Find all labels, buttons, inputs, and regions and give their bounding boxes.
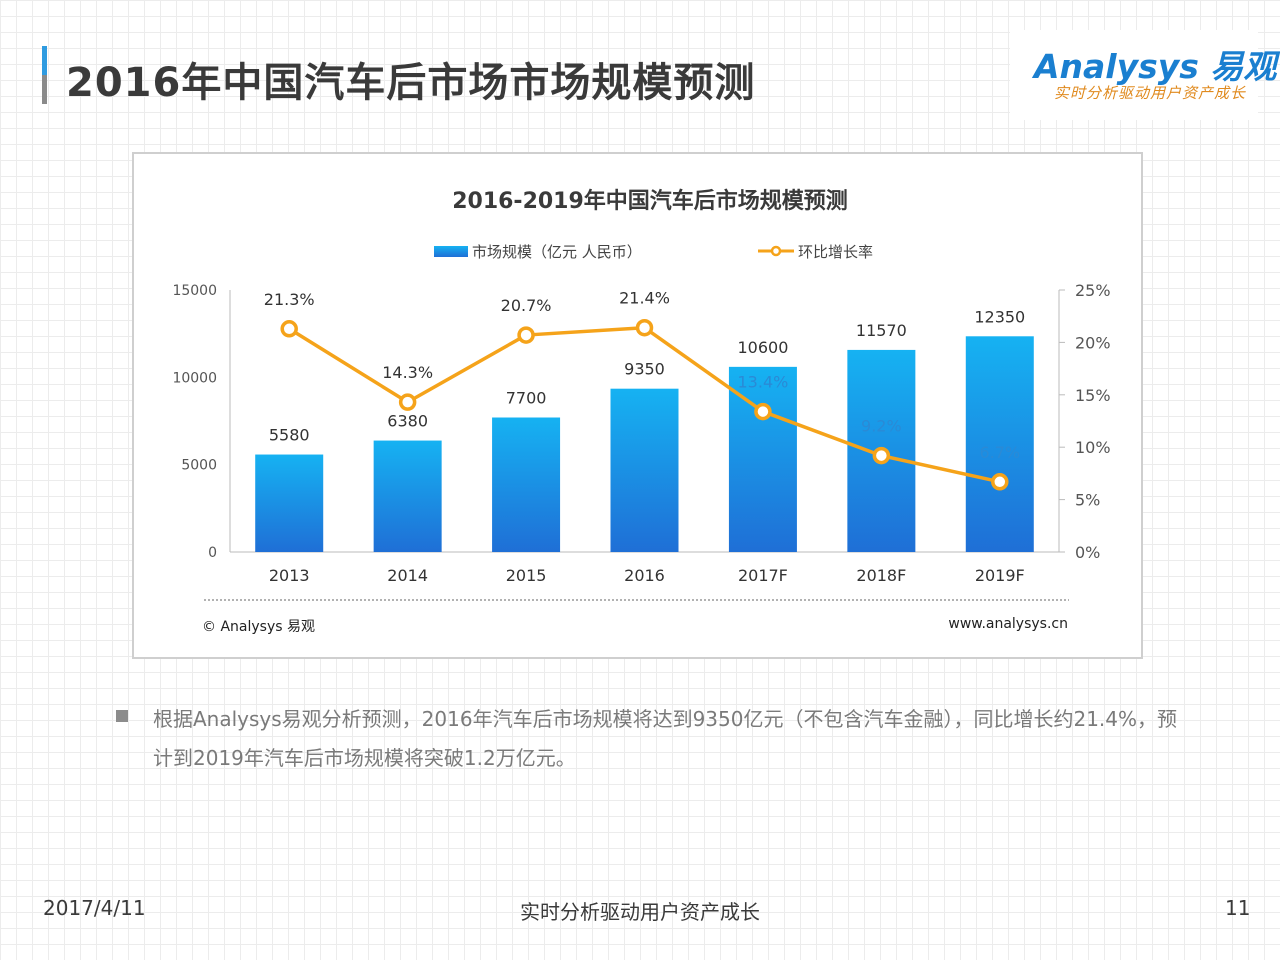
logo-wordmark: Analysys 易观	[1034, 47, 1277, 86]
x-tick-label: 2015	[506, 566, 547, 585]
bar-value-label: 10600	[737, 338, 788, 357]
x-tick-label: 2019F	[975, 566, 1025, 585]
page-title: 2016年中国汽车后市场市场规模预测	[66, 60, 756, 106]
growth-rate-label: 13.4%	[738, 373, 789, 392]
x-tick-label: 2018F	[856, 566, 906, 585]
legend-bar-label: 市场规模（亿元 人民币）	[472, 243, 642, 261]
growth-rate-point	[991, 473, 1009, 491]
y-right-tick-label: 15%	[1075, 386, 1111, 405]
market-size-chart: 2016-2019年中国汽车后市场规模预测 市场规模（亿元 人民币） 环比增长率…	[172, 188, 1110, 635]
x-tick-label: 2017F	[738, 566, 788, 585]
y-right-tick-label: 10%	[1075, 438, 1111, 457]
legend-line-marker	[770, 245, 782, 257]
growth-rate-point	[517, 326, 535, 344]
bar-value-label: 6380	[387, 412, 428, 431]
source-label: © Analysys 易观	[202, 619, 315, 635]
bar	[965, 336, 1034, 552]
growth-rate-label: 14.3%	[382, 363, 433, 382]
bar-value-label: 7700	[506, 389, 547, 408]
y-left-tick-label: 15000	[172, 283, 217, 299]
summary-text: 根据Analysys易观分析预测，2016年汽车后市场规模将达到9350亿元（不…	[153, 707, 1178, 770]
growth-rate-point	[280, 320, 298, 338]
legend-bar-swatch	[434, 246, 468, 257]
growth-rate-point	[398, 393, 417, 411]
chart-panel: 2016-2019年中国汽车后市场规模预测 市场规模（亿元 人民币） 环比增长率…	[132, 152, 1143, 659]
growth-rate-point	[754, 402, 772, 421]
y-right-tick-label: 20%	[1075, 333, 1111, 352]
chart-title: 2016-2019年中国汽车后市场规模预测	[452, 188, 848, 214]
plot-area: 0 5000 10000 15000 0% 5% 10% 15% 20% 25% 5580 6380 7…	[172, 281, 1110, 585]
bar-value-label: 9350	[624, 360, 665, 379]
growth-rate-label: 21.3%	[264, 290, 315, 309]
y-left-tick-label: 10000	[172, 370, 217, 386]
y-right-tick-label: 0%	[1075, 543, 1100, 562]
x-tick-label: 2014	[387, 566, 428, 585]
bar	[373, 440, 442, 552]
logo-slogan: 实时分析驱动用户资产成长	[1054, 84, 1247, 102]
bar-value-label: 12350	[974, 307, 1025, 326]
source-url: www.analysys.cn	[948, 616, 1068, 632]
bar	[610, 388, 679, 552]
x-tick-label: 2013	[269, 566, 310, 585]
growth-rate-label: 20.7%	[501, 296, 552, 315]
y-left-tick-label: 5000	[181, 458, 217, 474]
bullet-icon	[116, 710, 128, 722]
x-tick-label: 2016	[624, 566, 665, 585]
y-right-tick-label: 5%	[1075, 491, 1100, 510]
bar	[255, 454, 324, 552]
footer-slogan: 实时分析驱动用户资产成长	[520, 900, 760, 924]
y-left-tick-label: 0	[208, 545, 217, 561]
bar-value-label: 5580	[269, 426, 310, 445]
bar	[728, 366, 797, 552]
analysys-logo: Analysys 易观 实时分析驱动用户资产成长	[1010, 30, 1276, 120]
growth-rate-label: 21.4%	[619, 289, 670, 308]
legend-line-label: 环比增长率	[798, 243, 873, 261]
footer-date: 2017/4/11	[43, 896, 146, 920]
growth-rate-point	[635, 318, 654, 337]
bar-value-label: 11570	[856, 321, 907, 340]
y-right-tick-label: 25%	[1075, 281, 1111, 300]
growth-rate-point	[872, 446, 891, 465]
bar	[492, 417, 561, 552]
growth-rate-label: 9.2%	[861, 417, 902, 436]
page-number: 11	[1225, 896, 1251, 920]
growth-rate-label: 6.7%	[979, 443, 1020, 462]
title-accent-bar	[42, 46, 47, 104]
